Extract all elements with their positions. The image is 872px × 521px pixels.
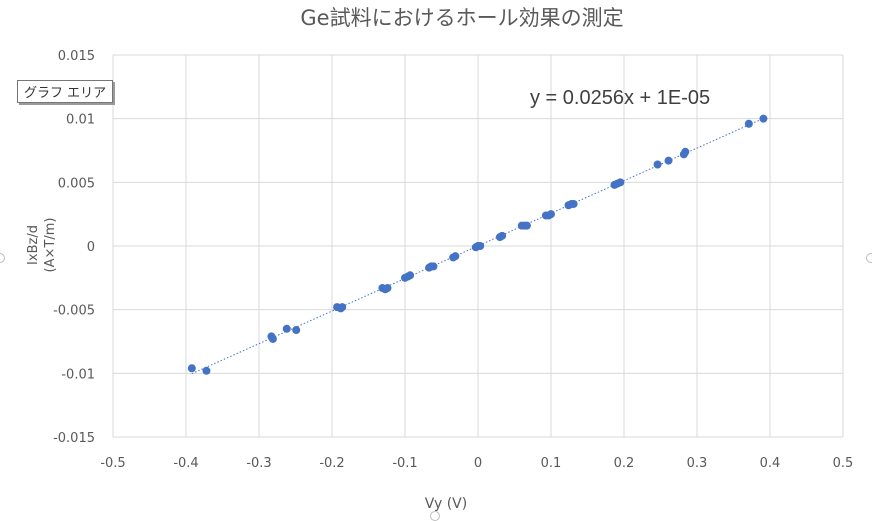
x-tick-label: 0.2	[614, 456, 635, 471]
data-point[interactable]	[653, 160, 662, 169]
data-points	[187, 114, 768, 375]
y-axis-title-line-2: (A×T/m)	[43, 218, 58, 273]
data-point[interactable]	[522, 221, 531, 230]
data-point[interactable]	[383, 284, 392, 293]
y-tick-label: -0.005	[53, 304, 95, 319]
y-axis-title[interactable]: IxBz/d (A×T/m)	[26, 218, 58, 273]
trendline-equation[interactable]: y = 0.0256x + 1E-05	[530, 87, 710, 109]
x-tick-label: -0.5	[100, 456, 125, 471]
x-tick-label: -0.4	[173, 456, 198, 471]
y-tick-label: 0	[87, 240, 95, 255]
x-tick-label: 0	[474, 456, 482, 471]
data-point[interactable]	[338, 303, 347, 312]
chart-title: Ge試料におけるホール効果の測定	[300, 6, 623, 30]
y-tick-label: 0.015	[58, 49, 95, 64]
data-point[interactable]	[406, 271, 415, 280]
data-point[interactable]	[498, 231, 507, 240]
x-axis-title[interactable]: Vy (V)	[425, 496, 467, 512]
data-point[interactable]	[476, 242, 485, 250]
data-point[interactable]	[616, 178, 625, 187]
x-tick-label: 0.1	[541, 456, 562, 471]
x-tick-label: -0.3	[246, 456, 271, 471]
data-point[interactable]	[429, 262, 438, 271]
data-point[interactable]	[681, 147, 690, 156]
data-point[interactable]	[451, 252, 460, 261]
data-point[interactable]	[759, 114, 768, 123]
y-tick-label: -0.01	[61, 367, 95, 382]
data-point[interactable]	[282, 324, 291, 333]
gridlines	[112, 54, 844, 438]
y-tick-label: -0.015	[53, 431, 95, 446]
y-tick-labels: 0.015 0.01 0.005 0 -0.005 -0.01 -0.015	[53, 49, 95, 446]
y-tick-label: 0.01	[66, 113, 95, 128]
resize-handle-bottom[interactable]	[430, 511, 440, 521]
data-point[interactable]	[547, 210, 555, 219]
chart-area-tooltip: グラフ エリア	[17, 80, 114, 103]
data-point[interactable]	[569, 199, 578, 208]
x-tick-labels: -0.5 -0.4 -0.3 -0.2 -0.1 0 0.1 0.2 0.3 0.4 0.5	[100, 456, 853, 471]
x-tick-label: 0.5	[833, 456, 854, 471]
x-tick-label: 0.3	[687, 456, 708, 471]
data-point[interactable]	[744, 119, 753, 128]
y-axis-title-line-1: IxBz/d	[26, 225, 41, 265]
x-tick-label: -0.2	[319, 456, 344, 471]
data-point[interactable]	[202, 366, 211, 375]
x-tick-label: -0.1	[392, 456, 417, 471]
resize-handle-right[interactable]	[866, 253, 872, 263]
data-point[interactable]	[664, 156, 673, 165]
y-tick-label: 0.005	[58, 176, 95, 191]
data-point[interactable]	[268, 334, 277, 343]
x-tick-label: 0.4	[760, 456, 781, 471]
data-point[interactable]	[187, 364, 196, 373]
data-point[interactable]	[292, 326, 301, 335]
